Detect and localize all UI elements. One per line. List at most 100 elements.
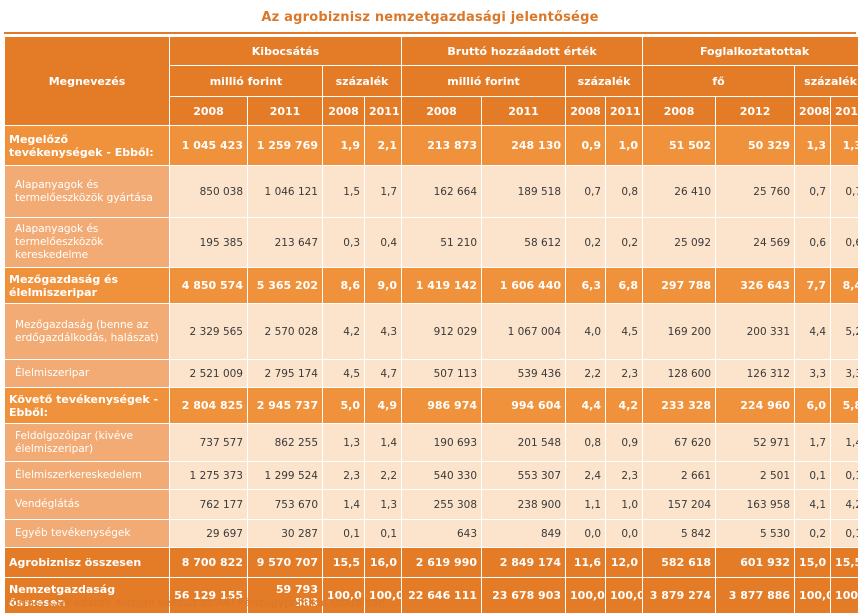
table-cell: 0,7 — [565, 165, 607, 218]
table-cell: 15,5 — [830, 547, 858, 578]
row-label: Nemzetgazdaság összesen — [4, 577, 170, 614]
table-cell: 51 210 — [401, 217, 483, 268]
table-cell: 8 700 822 — [169, 547, 248, 578]
header-group-employment: Foglalkoztatottak — [642, 36, 858, 66]
table-cell: 24 569 — [715, 217, 796, 268]
header-group-output: Kibocsátás — [168, 36, 403, 66]
table-cell: 1,4 — [322, 489, 365, 520]
table-cell: 2 804 825 — [169, 387, 248, 424]
table-cell: 4,5 — [605, 303, 644, 360]
table-cell: 2 570 028 — [247, 303, 323, 360]
table-cell: 4,7 — [363, 359, 403, 388]
table-cell: 128 600 — [642, 359, 717, 388]
row-label: Alapanyagok és termelőeszközök gyártása — [4, 165, 170, 218]
table-title: Az agrobiznisz nemzetgazdasági jelentősé… — [261, 10, 599, 25]
table-cell: 1,0 — [605, 125, 644, 166]
table-row: Élelmiszeripar 2 521 009 2 795 174 4,5 4,7 50… — [4, 359, 858, 388]
table-cell: 2 501 — [715, 461, 796, 490]
table-row: Mezőgazdaság és élelmiszeripar 4 850 574 5… — [4, 267, 858, 304]
table-cell: 22 646 111 — [401, 577, 483, 614]
agribusiness-table: Megnevezés Kibocsátás Bruttó hozzáadott … — [4, 36, 858, 614]
table-cell: 190 693 — [401, 423, 483, 462]
row-label: Egyéb tevékenységek — [4, 519, 170, 548]
table-cell: 0,8 — [565, 423, 607, 462]
table-cell: 1 275 373 — [169, 461, 248, 490]
table-cell: 23 678 903 — [481, 577, 567, 614]
table-cell: 4,2 — [830, 489, 858, 520]
table-cell: 51 502 — [642, 125, 717, 166]
table-cell: 52 971 — [715, 423, 796, 462]
table-cell: 1,3 — [363, 489, 403, 520]
table-cell: 0,9 — [565, 125, 607, 166]
table-cell: 0,7 — [794, 165, 832, 218]
table-cell: 12,0 — [605, 547, 644, 578]
table-cell: 0,8 — [605, 165, 644, 218]
table-cell: 1,4 — [363, 423, 403, 462]
table-cell: 2 849 174 — [481, 547, 567, 578]
header-year: 2011 — [247, 96, 323, 126]
table-cell: 1 299 524 — [247, 461, 323, 490]
header-unit: millió forint — [169, 65, 323, 97]
table-cell: 1,3 — [830, 125, 858, 166]
table-cell: 6,3 — [565, 267, 607, 304]
table-cell: 213 873 — [401, 125, 483, 166]
table-cell: 0,7 — [830, 165, 858, 218]
table-cell: 0,1 — [363, 519, 403, 548]
table-cell: 0,1 — [794, 461, 832, 490]
table-cell: 0,4 — [363, 217, 403, 268]
row-label: Követő tevékenységek - Ebből: — [4, 387, 170, 424]
table-cell: 601 932 — [715, 547, 796, 578]
header-year: 2012 — [715, 96, 796, 126]
table-cell: 1,5 — [322, 165, 365, 218]
table-cell: 4,3 — [363, 303, 403, 360]
table-cell: 5 842 — [642, 519, 717, 548]
header-year: 2008 — [565, 96, 607, 126]
table-cell: 582 618 — [642, 547, 717, 578]
table-cell: 643 — [401, 519, 483, 548]
table-cell: 2,3 — [605, 461, 644, 490]
table-cell: 912 029 — [401, 303, 483, 360]
table-cell: 1 045 423 — [169, 125, 248, 166]
table-cell: 0,1 — [830, 519, 858, 548]
table-cell: 4,5 — [322, 359, 365, 388]
table-cell: 297 788 — [642, 267, 717, 304]
table-cell: 2,3 — [322, 461, 365, 490]
table-cell: 2,4 — [565, 461, 607, 490]
table-row: Megelőző tevékenységek - Ebből: 1 045 423… — [4, 125, 858, 166]
table-cell: 15,5 — [322, 547, 365, 578]
table-cell: 248 130 — [481, 125, 567, 166]
header-year: 2011 — [363, 96, 403, 126]
table-cell: 163 958 — [715, 489, 796, 520]
table-cell: 7,7 — [794, 267, 832, 304]
header-year: 2011 — [605, 96, 644, 126]
table-cell: 1,7 — [794, 423, 832, 462]
table-cell: 1,1 — [565, 489, 607, 520]
header-year: 2011 — [481, 96, 567, 126]
row-label: Mezőgazdaság (benne az erdőgazdálkodás, … — [4, 303, 170, 360]
table-cell: 3 877 886 — [715, 577, 796, 614]
table-cell: 3 879 274 — [642, 577, 717, 614]
table-cell: 15,0 — [794, 547, 832, 578]
header-unit: százalék — [565, 65, 644, 97]
table-cell: 326 643 — [715, 267, 796, 304]
table-cell: 4,9 — [363, 387, 403, 424]
table-cell: 16,0 — [363, 547, 403, 578]
table-cell: 5 530 — [715, 519, 796, 548]
table-cell: 1,7 — [363, 165, 403, 218]
table-cell: 994 604 — [481, 387, 567, 424]
table-cell: 0,9 — [605, 423, 644, 462]
table-cell: 2 329 565 — [169, 303, 248, 360]
row-label: Feldolgozóipar (kivéve élelmiszeripar) — [4, 423, 170, 462]
table-cell: 100,0 — [322, 577, 365, 614]
table-cell: 1,9 — [322, 125, 365, 166]
table-cell: 30 287 — [247, 519, 323, 548]
table-cell: 1,0 — [605, 489, 644, 520]
table-cell: 2,3 — [605, 359, 644, 388]
table-row: Követő tevékenységek - Ebből: 2 804 825 2 … — [4, 387, 858, 424]
header-unit: millió forint — [401, 65, 567, 97]
table-cell: 0,6 — [830, 217, 858, 268]
table-cell: 0,3 — [322, 217, 365, 268]
table-cell: 850 038 — [169, 165, 248, 218]
table-cell: 2 661 — [642, 461, 717, 490]
table-cell: 213 647 — [247, 217, 323, 268]
